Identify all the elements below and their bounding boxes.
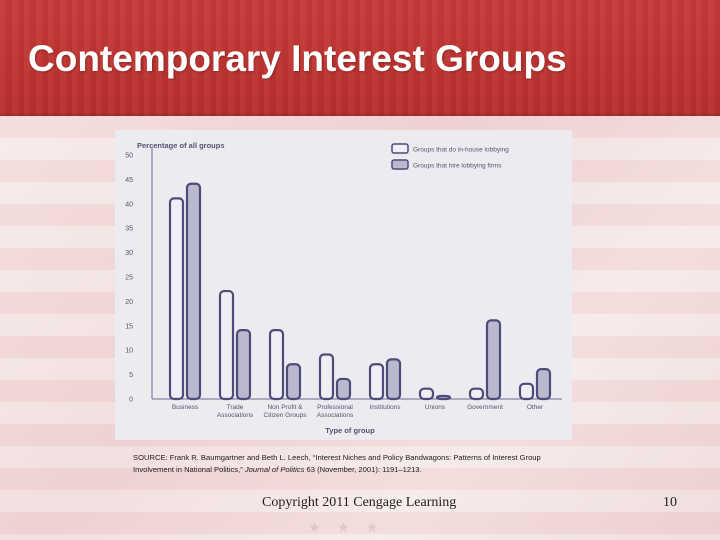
x-axis-title: Type of group <box>325 426 375 435</box>
y-tick-label: 45 <box>125 177 133 184</box>
bar-firms <box>185 182 202 401</box>
bar-firms <box>435 394 452 401</box>
y-tick-label: 40 <box>125 201 133 208</box>
bar-firms <box>485 319 502 401</box>
x-tick-label: Professional <box>317 404 353 411</box>
legend-label: Groups that hire lobbying firms <box>413 163 502 170</box>
x-tick-label: Citizen Groups <box>264 412 308 419</box>
source-text: SOURCE: Frank R. Baumgartner and Beth L.… <box>133 453 541 474</box>
bar-inhouse <box>418 387 435 401</box>
x-tick-label: Trade <box>227 404 244 411</box>
bar-inhouse <box>318 353 335 401</box>
source-citation: SOURCE: Frank R. Baumgartner and Beth L.… <box>133 452 573 476</box>
bar-firms <box>335 377 352 401</box>
x-tick-label: Associations <box>317 412 354 419</box>
bar-firms <box>235 329 252 401</box>
bar-inhouse <box>218 289 235 401</box>
bar-chart: Percentage of all groups 0 5 10 15 20 25 30 35 40… <box>115 130 572 440</box>
y-tick-label: 30 <box>125 250 133 257</box>
star-decoration: ★ ★ ★ <box>308 520 385 536</box>
chart-title: Percentage of all groups <box>137 141 225 150</box>
x-tick-label: Business <box>172 404 199 411</box>
slide-title: Contemporary Interest Groups <box>28 38 567 79</box>
x-tick-label: Institutions <box>369 404 401 411</box>
chart-canvas: Percentage of all groups 0 5 10 15 20 25 30 35 40… <box>125 141 562 435</box>
bar-firms <box>385 358 402 401</box>
y-tick-label: 25 <box>125 275 133 282</box>
x-tick-label: Unions <box>425 404 446 411</box>
y-tick-label: 35 <box>125 226 133 233</box>
banner-texture <box>0 0 720 116</box>
bar-inhouse <box>168 197 185 401</box>
title-banner: Contemporary Interest Groups <box>0 0 720 116</box>
legend-swatch <box>391 159 409 170</box>
legend-swatch <box>391 143 409 154</box>
source-journal: Journal of Politics <box>244 465 305 474</box>
x-tick-label: Government <box>467 404 503 411</box>
bar-firms <box>285 363 302 401</box>
y-tick-label: 15 <box>125 323 133 330</box>
bar-inhouse <box>468 387 485 401</box>
x-tick-label: Associations <box>217 412 254 419</box>
bar-inhouse <box>268 329 285 401</box>
copyright-notice: Copyright 2011 Cengage Learning <box>262 495 457 510</box>
legend-label: Groups that do in-house lobbying <box>413 147 509 154</box>
y-tick-label: 5 <box>129 372 133 379</box>
source-details: 63 (November, 2001): 1191–1213. <box>306 465 422 474</box>
y-tick-label: 50 <box>125 153 133 160</box>
bar-inhouse <box>368 363 385 401</box>
bar-firms <box>535 368 552 401</box>
x-tick-label: Non Profit & <box>267 404 303 411</box>
x-tick-label: Other <box>527 404 544 411</box>
y-tick-label: 10 <box>125 348 133 355</box>
y-tick-label: 20 <box>125 299 133 306</box>
page-number: 10 <box>663 495 677 510</box>
y-tick-label: 0 <box>129 397 133 404</box>
bar-inhouse <box>518 382 535 401</box>
